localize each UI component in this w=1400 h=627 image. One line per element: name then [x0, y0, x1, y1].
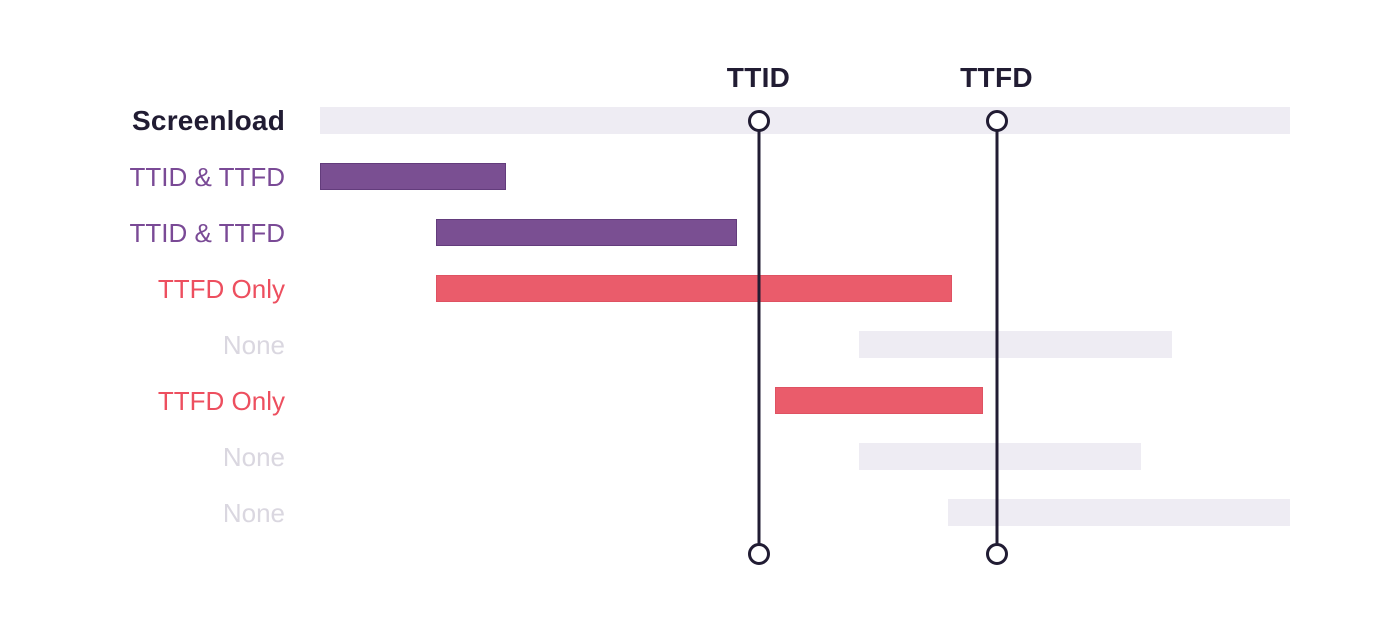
ttid-marker-line — [757, 121, 760, 554]
row-label: Screenload — [132, 104, 285, 136]
row-label: TTID & TTFD — [129, 161, 285, 192]
row-label: None — [222, 329, 285, 360]
ttfd-marker-line — [995, 121, 998, 554]
span-bar-purple — [320, 163, 506, 190]
row-label: TTFD Only — [157, 385, 285, 416]
ttfd-start-circle — [985, 110, 1008, 132]
ttid-end-circle — [747, 543, 770, 565]
row-label: None — [222, 441, 285, 472]
ttfd-label: TTFD — [960, 62, 1033, 93]
ttid-label: TTID — [726, 62, 791, 93]
span-bar-track — [859, 331, 1172, 358]
ttfd-end-circle — [985, 543, 1008, 565]
span-bar-red — [775, 387, 983, 414]
span-bar-purple — [436, 219, 737, 246]
span-bar-track — [859, 443, 1141, 470]
row-label: None — [222, 497, 285, 528]
row-label: TTFD Only — [157, 273, 285, 304]
ttid-start-circle — [747, 110, 770, 132]
span-bar-track — [320, 107, 1290, 134]
span-bar-track — [948, 499, 1290, 526]
span-bar-red — [436, 275, 952, 302]
row-label: TTID & TTFD — [129, 217, 285, 248]
